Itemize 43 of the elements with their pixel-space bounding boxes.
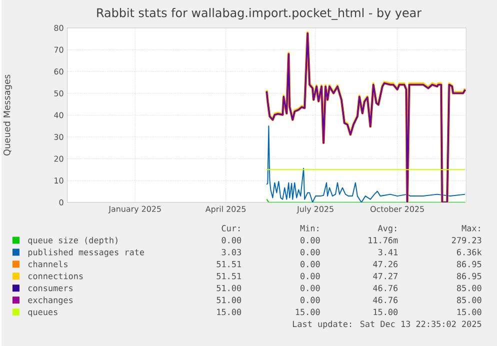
text: 0.00 <box>300 284 320 292</box>
text: 3.41 <box>378 248 398 256</box>
legend-label: exchanges <box>28 296 73 305</box>
y-axis-title: Queued Messages <box>3 74 12 156</box>
text: 47.26 <box>373 260 398 268</box>
text: 15.00 <box>217 308 242 316</box>
text: 86.95 <box>456 272 482 280</box>
legend-label: queue size (depth) <box>28 236 118 246</box>
text: Cur: <box>222 225 240 232</box>
text: 3.03 <box>222 248 241 256</box>
text: 15.00 <box>296 308 320 316</box>
legend-label: consumers <box>28 286 73 292</box>
text: 0.00 <box>300 272 320 280</box>
text: 46.76 <box>373 296 398 304</box>
text: 15.00 <box>457 308 482 316</box>
text: Last update: Sat Dec 13 22:35:02 2025 <box>292 320 482 329</box>
text: 51.51 <box>216 261 242 268</box>
text: 11.76m <box>368 237 398 244</box>
text: Min: <box>300 224 318 232</box>
text: Avg: <box>378 225 396 234</box>
text: 279.23 <box>452 237 482 244</box>
text: 0.00 <box>222 237 242 244</box>
text: 0.00 <box>300 237 320 244</box>
text: 51.00 <box>216 284 242 292</box>
text: 0.00 <box>300 296 320 304</box>
legend-label: published messages rate <box>28 248 144 258</box>
text: 51.00 <box>216 296 242 304</box>
text: 6.36k <box>456 248 482 256</box>
text: Max: <box>462 225 480 232</box>
legend-label: channels <box>28 260 68 268</box>
text: 86.95 <box>456 260 482 268</box>
text: 85.00 <box>456 284 482 292</box>
text: 85.00 <box>456 296 482 304</box>
text: 15.00 <box>374 308 398 316</box>
text: 0.00 <box>300 248 320 256</box>
legend-label: connections <box>28 272 83 280</box>
text: 0.00 <box>300 260 320 268</box>
line-series <box>266 126 466 202</box>
text: 51.51 <box>216 273 242 280</box>
text: 46.76 <box>373 284 398 292</box>
legend-label: queues <box>28 310 58 317</box>
chart-title: Rabbit stats for wallabag.import.pocket_html - by year <box>97 8 422 20</box>
text: 47.27 <box>373 272 398 280</box>
